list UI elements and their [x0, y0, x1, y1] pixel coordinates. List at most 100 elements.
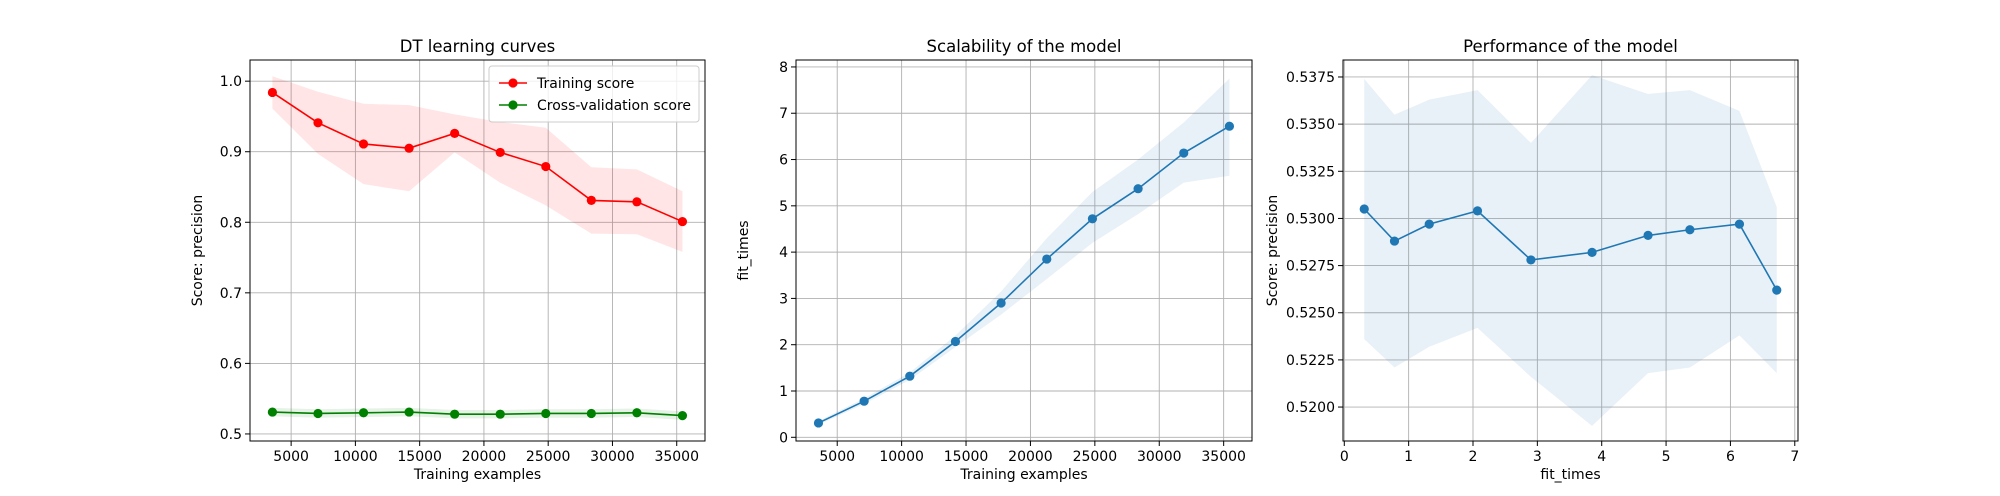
data-point — [905, 371, 915, 381]
y-tick-label: 0.7 — [220, 286, 242, 302]
y-tick-label: 0.5250 — [1286, 306, 1335, 322]
x-tick-label: 5 — [1662, 449, 1671, 465]
y-tick-label: 0.8 — [220, 215, 242, 231]
chart-title: Performance of the model — [1463, 37, 1678, 56]
std-band-series-0 — [818, 78, 1230, 425]
y-axis-label: fit_times — [736, 220, 752, 280]
data-point — [541, 408, 551, 419]
axes-frame — [249, 59, 706, 442]
data-point — [313, 408, 323, 419]
data-point — [1472, 206, 1483, 216]
y-tick-label: 0.5375 — [1286, 70, 1335, 86]
y-tick-label: 0.5350 — [1286, 117, 1335, 133]
learning-curves-panel: 5000 10000 15000 20000 25000 30000 35000 0.5 0.6… — [190, 37, 706, 483]
x-tick-label: 10000 — [879, 449, 924, 465]
axes-frame — [795, 59, 1253, 442]
x-tick-label: 20000 — [1008, 449, 1053, 465]
data-point — [267, 407, 278, 417]
series-line-1 — [272, 411, 683, 417]
y-tick-label: 0 — [779, 430, 788, 446]
y-tick-label: 0.5 — [220, 427, 242, 443]
performance-panel: 0 1 2 3 4 5 6 7 0.5200 0.5225 0.5250 0.5275 0.5300 0.… — [1265, 37, 1799, 483]
x-tick-label: 4 — [1597, 449, 1606, 465]
data-point — [677, 411, 688, 421]
chart-title: Scalability of the model — [927, 37, 1122, 56]
y-tick-label: 0.5300 — [1286, 211, 1335, 227]
data-point — [1643, 230, 1653, 241]
x-tick-label: 0 — [1340, 449, 1349, 465]
y-tick-label: 0.5200 — [1286, 400, 1335, 416]
legend-marker-0 — [508, 78, 518, 88]
y-tick-label: 4 — [779, 245, 788, 261]
y-tick-label: 0.5325 — [1286, 164, 1335, 180]
data-point — [859, 396, 869, 406]
x-tick-label: 2 — [1469, 449, 1478, 465]
x-tick-label: 5000 — [273, 449, 309, 465]
data-point — [586, 195, 596, 206]
legend-label-0: Training score — [536, 76, 634, 92]
y-axis-label: Score: precision — [190, 195, 206, 307]
data-point — [450, 409, 460, 419]
legend-marker-1 — [508, 100, 518, 110]
x-tick-label: 30000 — [1137, 449, 1182, 465]
data-point — [632, 408, 642, 418]
data-point — [632, 197, 642, 207]
data-point — [1224, 121, 1235, 131]
y-tick-label: 3 — [779, 291, 788, 307]
series-line-0 — [271, 91, 683, 223]
y-axis-label: Score: precision — [1265, 195, 1281, 307]
data-point — [1424, 219, 1434, 229]
data-point — [996, 298, 1006, 308]
x-tick-label: 15000 — [397, 449, 442, 465]
x-axis-label: Training examples — [413, 467, 541, 483]
x-axis-label: Training examples — [959, 467, 1087, 483]
data-point — [313, 118, 323, 128]
data-point — [1389, 236, 1400, 246]
data-point — [586, 408, 596, 419]
x-axis-label: fit_times — [1540, 467, 1600, 483]
y-tick-label: 1.0 — [220, 74, 242, 90]
data-point — [1133, 184, 1143, 194]
std-band-series-0 — [1364, 75, 1777, 426]
data-point — [495, 147, 505, 158]
data-point — [1526, 255, 1536, 265]
scalability-panel: 5000 10000 15000 20000 25000 30000 35000 0 1 2 3 4 5… — [736, 37, 1253, 483]
x-tick-label: 30000 — [590, 449, 635, 465]
y-tick-label: 8 — [779, 60, 788, 76]
x-tick-label: 25000 — [526, 449, 571, 465]
data-point — [495, 409, 505, 419]
legend-box — [488, 65, 700, 123]
x-tick-label: 35000 — [1201, 449, 1246, 465]
data-point — [450, 128, 460, 138]
data-point — [1685, 225, 1695, 235]
axes-frame — [1342, 59, 1799, 442]
x-tick-label: 10000 — [333, 449, 378, 465]
series-line-0 — [818, 125, 1230, 424]
data-point — [1179, 148, 1189, 158]
x-tick-label: 5000 — [819, 449, 855, 465]
data-point — [1772, 285, 1782, 295]
data-point — [358, 139, 369, 149]
x-tick-label: 20000 — [462, 449, 507, 465]
y-tick-label: 0.9 — [220, 145, 242, 161]
data-point — [404, 143, 414, 153]
data-point — [1042, 254, 1052, 264]
x-tick-label: 35000 — [654, 449, 699, 465]
data-point — [1587, 247, 1597, 257]
y-tick-label: 7 — [779, 106, 788, 122]
y-tick-label: 0.5275 — [1286, 259, 1335, 275]
y-tick-label: 5 — [779, 199, 788, 215]
x-tick-label: 15000 — [944, 449, 989, 465]
x-tick-label: 3 — [1533, 449, 1542, 465]
data-point — [267, 87, 278, 98]
legend: Training score Cross-validation score — [488, 65, 700, 123]
data-point — [404, 407, 414, 417]
data-point — [1359, 204, 1369, 214]
legend-label-1: Cross-validation score — [537, 98, 691, 114]
y-tick-label: 6 — [779, 153, 788, 169]
y-tick-label: 1 — [779, 384, 788, 400]
x-tick-label: 7 — [1790, 449, 1799, 465]
data-point — [813, 418, 824, 428]
y-tick-label: 0.5225 — [1286, 353, 1335, 369]
